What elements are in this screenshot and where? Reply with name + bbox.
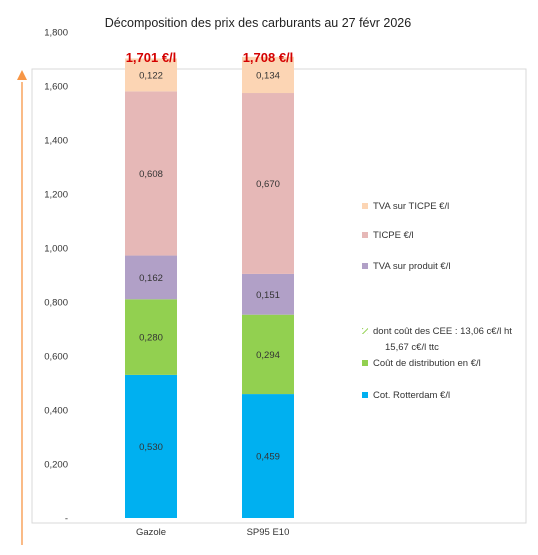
- bar-value-label: 0,459: [256, 452, 280, 463]
- bar-value-label: 0,151: [256, 290, 280, 301]
- legend-label: TICPE €/l: [373, 230, 414, 241]
- category-label: SP95 E10: [247, 527, 290, 538]
- y-tick-label: -: [65, 514, 68, 525]
- legend-label: TVA sur produit €/l: [373, 261, 450, 272]
- y-tick-label: 1,800: [44, 28, 68, 39]
- bar-segment: [125, 255, 177, 300]
- bar-segment: [125, 91, 177, 256]
- bar-value-label: 0,122: [139, 70, 163, 81]
- y-tick-label: 1,400: [44, 136, 68, 147]
- y-tick-label: 1,200: [44, 190, 68, 201]
- legend-label: dont coût des CEE : 13,06 c€/l ht 15,67 c…: [373, 326, 512, 353]
- bar-segment: [242, 314, 294, 395]
- legend-label: Coût de distribution en €/l: [373, 358, 481, 369]
- bar-segment: [242, 394, 294, 518]
- y-tick-label: 0,600: [44, 352, 68, 363]
- legend-swatch: [362, 360, 368, 366]
- legend-label: Cot. Rotterdam €/l: [373, 390, 450, 401]
- y-tick-label: 0,800: [44, 298, 68, 309]
- bar-value-label: 0,162: [139, 273, 163, 284]
- y-tick-label: 0,400: [44, 406, 68, 417]
- y-tick-label: 0,200: [44, 460, 68, 471]
- legend-swatch: [362, 232, 368, 238]
- legend-swatch: [362, 263, 368, 269]
- total-price-label: 1,708 €/l: [243, 50, 294, 65]
- bar-segment: [125, 299, 177, 375]
- bar-value-label: 0,530: [139, 442, 163, 453]
- bar-value-label: 0,134: [256, 70, 280, 81]
- growth-arrow-head: [17, 70, 27, 80]
- bar-value-label: 0,294: [256, 350, 280, 361]
- total-price-label: 1,701 €/l: [126, 50, 177, 65]
- bar-segment: [125, 374, 177, 518]
- bar-value-label: 0,608: [139, 169, 163, 180]
- bar-value-label: 0,670: [256, 179, 280, 190]
- y-tick-label: 1,600: [44, 82, 68, 93]
- legend-swatch: [362, 203, 368, 209]
- legend-swatch: [362, 328, 368, 334]
- bar-segment: [242, 93, 294, 274]
- bar-value-label: 0,280: [139, 333, 163, 344]
- bar-segment: [242, 273, 294, 315]
- bar-segment: [125, 58, 177, 92]
- y-tick-label: 1,000: [44, 244, 68, 255]
- bar-segment: [242, 56, 294, 94]
- chart-title: Décomposition des prix des carburants au…: [105, 16, 411, 30]
- legend-swatch: [362, 392, 368, 398]
- legend-label: TVA sur TICPE €/l: [373, 201, 449, 212]
- category-label: Gazole: [136, 527, 166, 538]
